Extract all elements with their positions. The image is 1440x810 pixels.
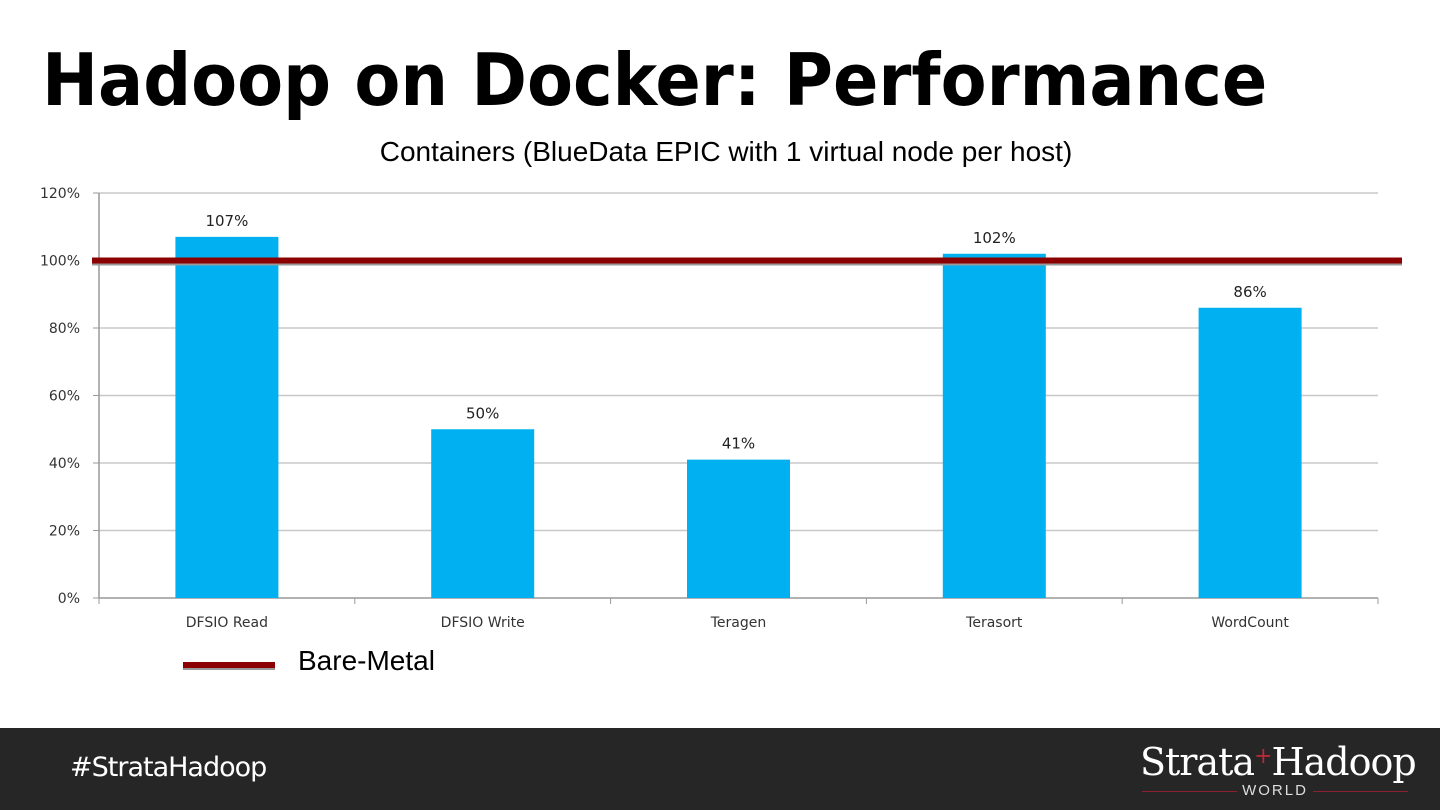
bar-teragen [687, 459, 790, 598]
x-tick-label: WordCount [1211, 615, 1289, 631]
chart-subtitle: Containers (BlueData EPIC with 1 virtual… [379, 136, 1073, 167]
y-tick-label: 20% [49, 524, 80, 540]
x-tick-label: DFSIO Write [441, 615, 525, 631]
footer-hashtag: #StrataHadoop [70, 752, 267, 783]
y-tick-label: 80% [49, 321, 80, 337]
y-tick-label: 60% [49, 389, 80, 405]
data-label: 86% [1233, 283, 1266, 301]
bar-wordcount [1198, 307, 1302, 598]
bar-terasort [942, 253, 1046, 598]
y-tick-label: 0% [58, 591, 80, 607]
x-tick-label: Terasort [965, 615, 1023, 631]
data-label: 50% [466, 404, 499, 422]
bar-dfsio-read [175, 236, 279, 598]
data-label: 102% [973, 229, 1016, 247]
x-tick-label: DFSIO Read [186, 615, 268, 631]
legend-label-bare-metal: Bare-Metal [298, 645, 435, 676]
slide-title: Hadoop on Docker: Performance [42, 38, 1268, 122]
bar-chart: 0% 20% 40% 60% 80% 100% 120% 107% DFSIO Read 50% D… [40, 186, 1402, 631]
y-tick-label: 40% [49, 456, 80, 472]
legend-swatch-bare-metal [183, 662, 275, 670]
data-label: 41% [722, 435, 755, 453]
data-label: 107% [205, 212, 248, 230]
footer-bar: #StrataHadoop Strata+Hadoop WORLD [0, 728, 1440, 810]
strata-hadoop-logo: Strata+Hadoop WORLD [1140, 740, 1417, 799]
y-tick-label: 100% [40, 254, 80, 270]
x-tick-label: Teragen [710, 615, 767, 631]
y-tick-label: 120% [40, 186, 80, 202]
bar-dfsio-write [431, 429, 535, 598]
